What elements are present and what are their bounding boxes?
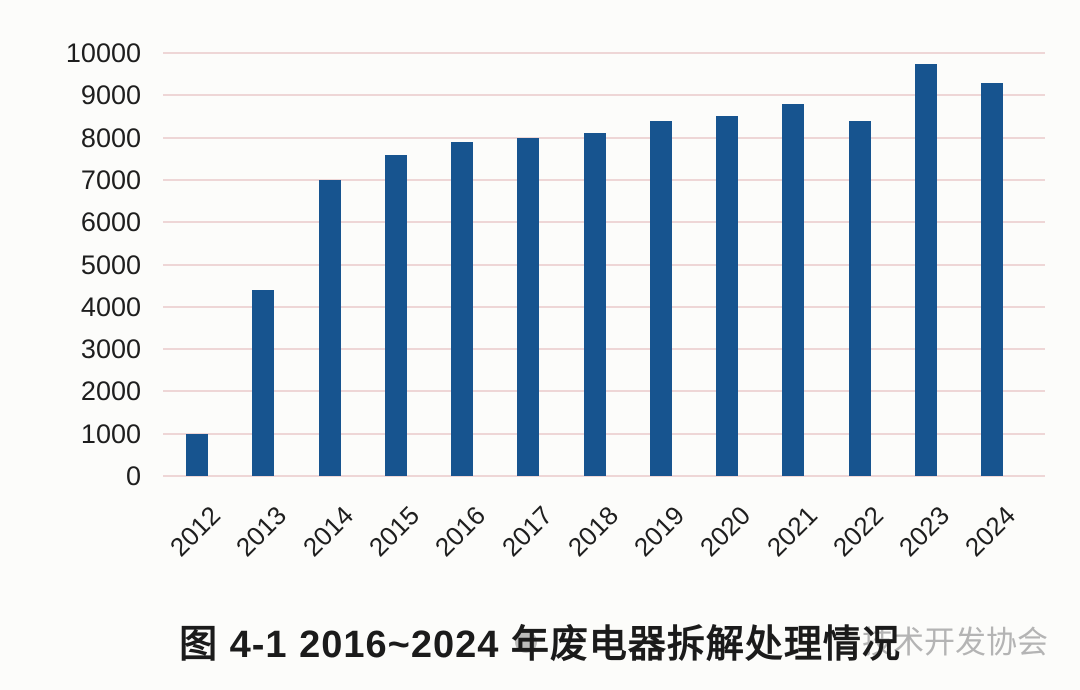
- x-tick-label-2018: 2018: [561, 500, 624, 563]
- x-tick-label-2021: 2021: [760, 500, 823, 563]
- y-tick-label-4000: 4000: [80, 291, 141, 322]
- gridline-9000: [163, 94, 1045, 97]
- y-tick-label-0: 0: [125, 461, 141, 491]
- bar-2022: [848, 120, 871, 476]
- x-tick-label-2016: 2016: [429, 500, 492, 563]
- y-tick-label-3000: 3000: [80, 334, 141, 365]
- y-tick-label-9000: 9000: [80, 80, 141, 111]
- x-tick-label-2024: 2024: [959, 500, 1022, 563]
- bar-2024: [981, 82, 1004, 476]
- bar-2013: [252, 289, 275, 476]
- y-tick-label-2000: 2000: [80, 376, 141, 407]
- y-tick-label-1000: 1000: [80, 418, 141, 449]
- bar-2015: [384, 154, 407, 476]
- x-tick-label-2023: 2023: [893, 500, 956, 563]
- x-tick-label-2015: 2015: [362, 500, 426, 563]
- gridline-10000: [163, 52, 1045, 54]
- bar-2012: [186, 433, 208, 476]
- y-tick-label-5000: 5000: [80, 249, 141, 280]
- bar-2021: [782, 103, 805, 476]
- watermark-logo-circle: [515, 631, 537, 653]
- x-tick-label-2019: 2019: [627, 500, 691, 563]
- y-tick-label-7000: 7000: [80, 164, 141, 195]
- bar-2017: [517, 137, 540, 476]
- bar-2016: [451, 141, 474, 476]
- bar-2019: [649, 120, 672, 476]
- x-tick-label-2012: 2012: [164, 500, 227, 563]
- x-tick-label-2022: 2022: [826, 500, 889, 563]
- x-tick-label-2020: 2020: [694, 500, 757, 563]
- bar-chart: 0 1000 2000 3000 4000 5000 6000 7000 8000 9000 100…: [65, 38, 1045, 563]
- bar-2014: [318, 179, 341, 476]
- watermark-text: 技术开发协会: [862, 625, 1048, 660]
- x-tick-label-2014: 2014: [296, 500, 359, 563]
- gridline-0: [163, 475, 1045, 477]
- y-tick-label-8000: 8000: [80, 122, 141, 153]
- bar-2020: [716, 116, 739, 476]
- figure-caption: 图 4-1 2016~2024 年废电器拆解处理情况: [179, 624, 901, 666]
- y-tick-label-6000: 6000: [80, 207, 141, 238]
- bar-2018: [583, 133, 606, 476]
- y-tick-label-10000: 10000: [65, 38, 141, 68]
- bar-2023: [914, 63, 937, 476]
- x-tick-label-2017: 2017: [495, 500, 558, 563]
- x-tick-label-2013: 2013: [230, 500, 293, 563]
